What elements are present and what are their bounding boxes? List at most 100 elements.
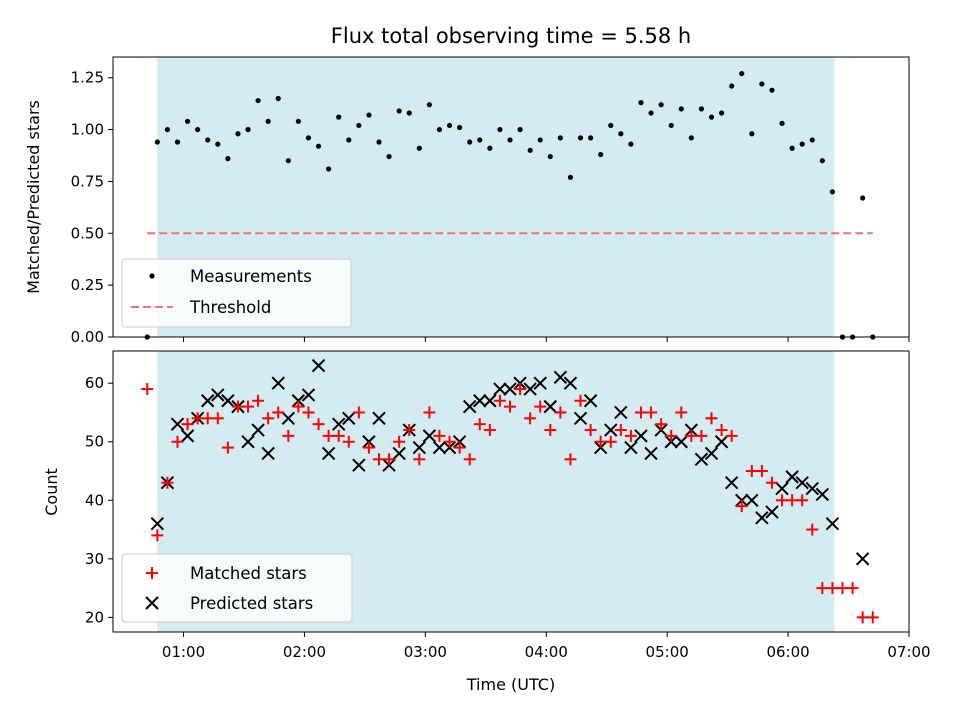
- measurement-point: [164, 126, 171, 133]
- measurement-point: [225, 156, 231, 162]
- predicted-star-stroke: [503, 382, 517, 396]
- measurement-point: [678, 106, 684, 112]
- top-y-tick-label: 1.00: [71, 121, 104, 139]
- matched-star-point: [614, 424, 627, 437]
- predicted-star-point: [704, 446, 719, 461]
- measurement-point: [477, 137, 483, 143]
- top-y-ticks: 0.00 0.25 0.50 0.75 1.00 1.25: [71, 69, 113, 346]
- predicted-star-stroke: [241, 435, 255, 449]
- matched-star-point: [564, 453, 577, 466]
- matched-star-point: [806, 523, 819, 536]
- measurement-point: [789, 145, 795, 151]
- predicted-star-point: [372, 411, 386, 426]
- measurement-point: [829, 189, 836, 195]
- matched-star-point: [695, 429, 708, 442]
- measurement-point: [567, 174, 574, 180]
- matched-star-point: [715, 424, 728, 437]
- predicted-star-point: [251, 423, 265, 437]
- predicted-star-stroke: [745, 493, 759, 507]
- measurement-point: [245, 126, 251, 133]
- predicted-star-stroke: [614, 405, 628, 420]
- measurement-point: [537, 137, 543, 143]
- bottom-x-tick-label: 02:00: [283, 643, 326, 661]
- top-y-tick-label: 0.75: [71, 172, 104, 190]
- measurement-point: [446, 122, 453, 129]
- predicted-star-stroke: [704, 446, 719, 461]
- predicted-star-point: [553, 370, 568, 385]
- top-y-tick-label: 0.50: [71, 224, 104, 242]
- predicted-star-stroke: [694, 452, 709, 467]
- top-legend: Measurements Threshold: [121, 258, 352, 328]
- predicted-stars-legend-marker: [145, 596, 159, 610]
- matched-star-point: [483, 424, 496, 437]
- predicted-star-stroke: [221, 394, 235, 408]
- bottom-x-tick-label: 03:00: [404, 643, 447, 661]
- predicted-star-stroke: [583, 394, 598, 408]
- predicted-star-stroke: [422, 429, 437, 443]
- matched-star-point: [423, 406, 436, 419]
- measurement-point: [497, 126, 503, 133]
- predicted-star-point: [221, 394, 235, 408]
- predicted-star-stroke: [775, 481, 789, 496]
- matched-star-point: [866, 611, 879, 624]
- top-x-ticks: [183, 337, 910, 342]
- predicted-star-point: [644, 446, 658, 461]
- predicted-star-stroke: [412, 440, 427, 455]
- predicted-star-stroke: [523, 382, 537, 396]
- bottom-x-tick-label: 05:00: [646, 643, 689, 661]
- matched-star-point: [262, 412, 275, 425]
- predicted-star-point: [583, 394, 598, 408]
- predicted-star-point: [745, 493, 759, 507]
- predicted-star-point: [331, 417, 346, 431]
- measurement-point: [386, 153, 392, 160]
- bottom-x-tick-label: 01:00: [162, 643, 205, 661]
- bottom-x-ticks: 01:00 02:00 03:00 04:00 05:00 06:00 07:00: [162, 632, 931, 661]
- matched-star-point: [352, 406, 365, 419]
- predicted-star-point: [724, 476, 739, 490]
- predicted-star-point: [180, 429, 195, 443]
- measurement-point: [346, 137, 352, 143]
- predicted-star-stroke: [392, 446, 406, 461]
- predicted-star-stroke: [211, 388, 225, 402]
- top-y-tick-label: 0.25: [71, 276, 104, 294]
- matched-star-point: [141, 383, 154, 396]
- predicted-star-point: [392, 446, 406, 461]
- predicted-star-point: [201, 394, 215, 408]
- matched-star-point: [171, 435, 184, 448]
- predicted-star-stroke: [543, 399, 558, 414]
- matched-star-point: [745, 465, 758, 478]
- measurement-point: [426, 102, 432, 108]
- predicted-star-point: [211, 388, 225, 402]
- matched-star-point: [302, 406, 315, 419]
- predicted-star-point: [714, 435, 729, 449]
- predicted-star-stroke: [473, 394, 487, 408]
- matched-star-point: [735, 500, 748, 513]
- matched-star-point: [776, 494, 789, 507]
- predicted-star-stroke: [331, 417, 346, 431]
- matched-star-point: [322, 429, 335, 442]
- measurement-point: [648, 110, 654, 116]
- measurement-point: [295, 118, 301, 124]
- predicted-star-stroke: [251, 423, 265, 437]
- matched-star-point: [373, 453, 386, 466]
- predicted-star-point: [775, 481, 789, 496]
- matched-star-point: [362, 441, 375, 454]
- matched-star-point: [594, 435, 607, 448]
- top-y-tick-label: 0.00: [71, 328, 104, 346]
- measurement-point: [275, 95, 281, 102]
- bottom-plot-frame: [112, 350, 910, 633]
- predicted-star-point: [795, 476, 809, 490]
- matched-stars-legend-marker: [146, 567, 158, 579]
- predicted-star-stroke: [674, 435, 688, 449]
- predicted-star-stroke: [805, 481, 819, 496]
- matched-star-point: [221, 441, 234, 454]
- matched-star-point: [332, 429, 345, 442]
- measurements-legend-label: Measurements: [190, 267, 312, 286]
- measurement-point: [547, 153, 553, 160]
- predicted-star-stroke: [724, 476, 739, 490]
- measurement-point: [184, 118, 191, 124]
- predicted-stars-legend-label: Predicted stars: [190, 594, 313, 613]
- measurement-point: [336, 114, 342, 120]
- predicted-star-point: [634, 429, 648, 443]
- matched-star-point: [453, 441, 466, 454]
